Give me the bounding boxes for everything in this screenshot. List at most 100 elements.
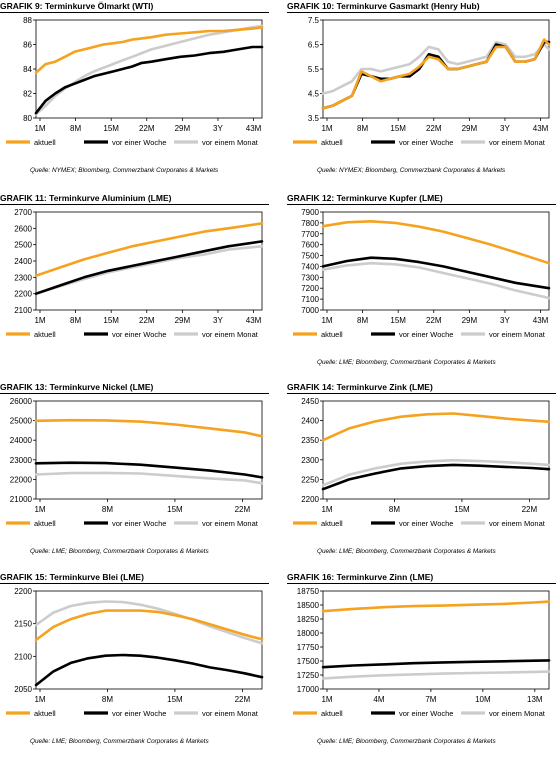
x-tick-label: 22M <box>522 505 538 514</box>
title-rule <box>287 583 556 584</box>
x-tick-label: 15M <box>390 316 406 325</box>
series-line-woche <box>321 463 551 491</box>
series-line-aktuell <box>321 219 551 265</box>
y-tick-label: 18500 <box>297 601 320 610</box>
legend-label: vor einem Monat <box>202 519 259 528</box>
line-chart: 21000 22000 23000 24000 25000 26000 1M 8M 15M 22M… <box>6 397 264 528</box>
source-note: Quelle: LME; Bloomberg, Commerzbank Corp… <box>30 738 209 745</box>
chart-panel-16: GRAFIK 16: Terminkurve Zinn (LME) 17000 17… <box>287 571 556 761</box>
chart-panel-11: GRAFIK 11: Terminkurve Aluminium (LME) 21… <box>0 192 278 382</box>
y-tick-label: 17250 <box>297 671 320 680</box>
series-line-aktuell <box>34 418 264 438</box>
legend-label: aktuell <box>34 519 56 528</box>
x-tick-label: 1M <box>321 505 332 514</box>
y-tick-label: 2450 <box>301 397 319 406</box>
legend-label: vor einem Monat <box>489 519 546 528</box>
series-line-woche <box>34 240 264 295</box>
plot-frame <box>322 590 550 690</box>
plot-frame <box>35 400 263 500</box>
grafik-number: GRAFIK 16: <box>287 572 335 582</box>
y-tick-label: 5.5 <box>308 65 320 74</box>
y-tick-label: 2050 <box>14 685 32 694</box>
y-tick-label: 80 <box>23 114 32 123</box>
x-tick-label: 1M <box>34 316 45 325</box>
chart-title-text: Terminkurve Nickel (LME) <box>49 382 154 392</box>
y-tick-label: 7600 <box>301 241 319 250</box>
source-note: Quelle: NYMEX; Bloomberg, Commerzbank Co… <box>30 167 219 174</box>
x-tick-label: 1M <box>34 124 45 133</box>
line-chart: 2100 2200 2300 2400 2500 2600 2700 1M 8M 15M 22M 29… <box>6 208 264 339</box>
legend-label: vor einem Monat <box>202 709 259 718</box>
x-tick-label: 29M <box>175 316 191 325</box>
title-rule <box>287 12 556 13</box>
source-note: Quelle: LME; Bloomberg, Commerzbank Corp… <box>317 359 496 366</box>
chart-title: GRAFIK 9: Terminkurve Ölmarkt (WTI) <box>0 1 153 11</box>
grafik-number: GRAFIK 10: <box>287 1 335 11</box>
series-line-aktuell <box>34 609 264 642</box>
plot-frame <box>322 400 550 500</box>
y-tick-label: 7300 <box>301 273 319 282</box>
y-tick-label: 7200 <box>301 284 319 293</box>
grafik-number: GRAFIK 14: <box>287 382 335 392</box>
x-tick-label: 22M <box>426 124 442 133</box>
chart-panel-14: GRAFIK 14: Terminkurve Zink (LME) 2200 225… <box>287 381 556 571</box>
y-tick-label: 2400 <box>14 257 32 266</box>
x-tick-label: 1M <box>34 695 45 704</box>
x-tick-label: 15M <box>167 505 183 514</box>
y-tick-label: 2400 <box>301 417 319 426</box>
y-tick-label: 2300 <box>14 273 32 282</box>
title-rule <box>0 12 269 13</box>
series-line-monat <box>34 244 264 295</box>
y-tick-label: 2150 <box>14 620 32 629</box>
series-line-woche <box>321 256 551 290</box>
x-tick-label: 22M <box>235 695 251 704</box>
chart-title-text: Terminkurve Zinn (LME) <box>336 572 434 582</box>
x-tick-label: 43M <box>246 316 262 325</box>
x-tick-label: 8M <box>357 316 368 325</box>
x-tick-label: 3Y <box>213 316 223 325</box>
x-tick-label: 1M <box>321 316 332 325</box>
series-line-monat <box>34 471 264 485</box>
legend-label: aktuell <box>321 330 343 339</box>
y-tick-label: 88 <box>23 16 32 25</box>
y-tick-label: 17750 <box>297 643 320 652</box>
chart-panel-12: GRAFIK 12: Terminkurve Kupfer (LME) 7000 7… <box>287 192 556 382</box>
series-line-aktuell <box>321 38 551 110</box>
chart-title-text: Terminkurve Gasmarkt (Henry Hub) <box>336 1 480 11</box>
y-tick-label: 2200 <box>14 587 32 596</box>
legend-label: vor einem Monat <box>489 709 546 718</box>
series-line-aktuell <box>34 25 264 74</box>
y-tick-label: 2100 <box>14 306 32 315</box>
legend-label: vor einer Woche <box>399 138 453 147</box>
legend-label: vor einem Monat <box>489 330 546 339</box>
source-note: Quelle: LME; Bloomberg, Commerzbank Corp… <box>30 548 209 555</box>
legend-label: vor einer Woche <box>112 138 166 147</box>
series-line-monat <box>321 261 551 300</box>
chart-title-text: Terminkurve Aluminium (LME) <box>49 193 172 203</box>
y-tick-label: 7100 <box>301 295 319 304</box>
y-tick-label: 7900 <box>301 208 319 217</box>
series-line-woche <box>34 653 264 687</box>
y-tick-label: 2300 <box>301 456 319 465</box>
x-tick-label: 8M <box>70 316 81 325</box>
x-tick-label: 1M <box>321 695 332 704</box>
series-line-woche <box>321 659 551 669</box>
y-tick-label: 2250 <box>301 475 319 484</box>
y-tick-label: 2200 <box>301 495 319 504</box>
x-tick-label: 15M <box>103 124 119 133</box>
y-tick-label: 6.5 <box>308 41 320 50</box>
chart-title: GRAFIK 11: Terminkurve Aluminium (LME) <box>0 193 171 203</box>
x-tick-label: 15M <box>454 505 470 514</box>
x-tick-label: 8M <box>70 124 81 133</box>
chart-title-text: Terminkurve Ölmarkt (WTI) <box>44 1 154 11</box>
legend-label: aktuell <box>34 138 56 147</box>
series-line-monat <box>321 458 551 487</box>
y-tick-label: 23000 <box>10 456 33 465</box>
chart-title-text: Terminkurve Kupfer (LME) <box>336 193 443 203</box>
y-tick-label: 17000 <box>297 685 320 694</box>
x-tick-label: 3Y <box>500 316 510 325</box>
y-tick-label: 2100 <box>14 652 32 661</box>
y-tick-label: 2500 <box>14 241 32 250</box>
source-note: Quelle: LME; Bloomberg, Commerzbank Corp… <box>317 738 496 745</box>
